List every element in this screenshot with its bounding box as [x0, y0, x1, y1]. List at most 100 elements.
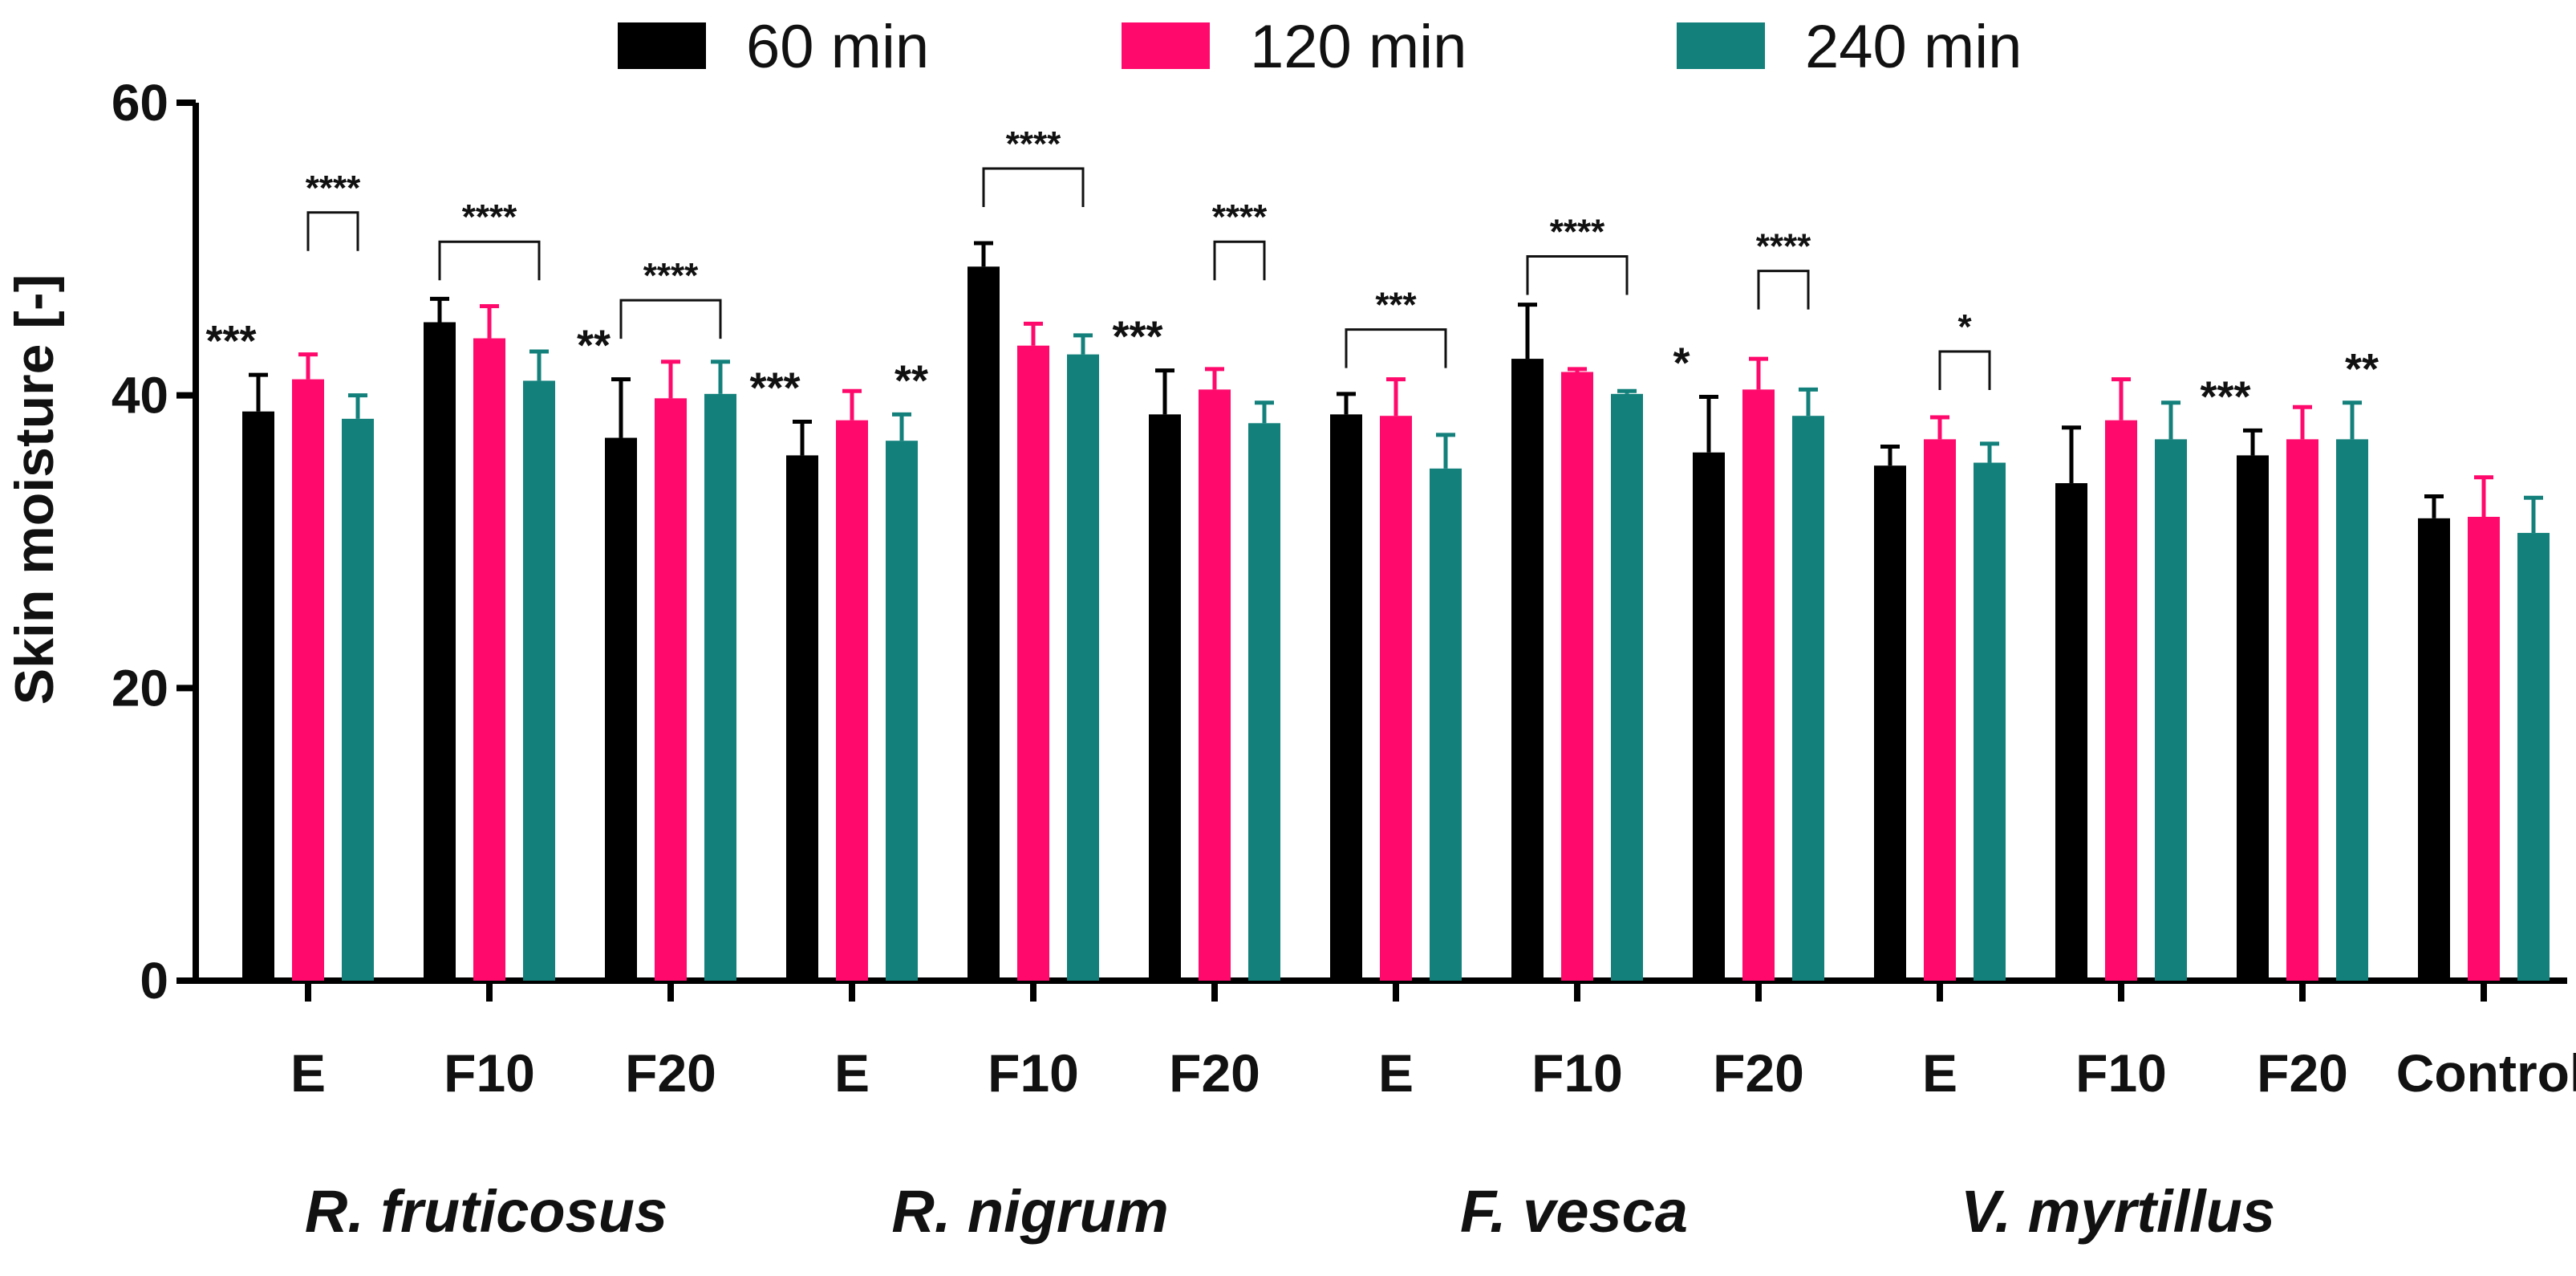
bar — [886, 441, 918, 981]
bar — [1149, 414, 1181, 981]
significance-bracket — [1757, 270, 1810, 310]
significance-star: ** — [2345, 345, 2379, 393]
x-category-label: E — [1378, 1043, 1414, 1103]
bar — [523, 380, 555, 981]
bar — [2055, 483, 2087, 981]
significance-star: *** — [205, 317, 256, 365]
group-label: R. fruticosus — [305, 1178, 667, 1245]
x-category-label: Control — [2396, 1043, 2576, 1103]
x-category-label: E — [290, 1043, 326, 1103]
bar — [2286, 439, 2318, 981]
bar — [605, 437, 637, 981]
y-tick-label: 0 — [140, 952, 168, 1010]
bracket-label: **** — [1550, 212, 1605, 251]
bar — [1742, 389, 1775, 981]
significance-bracket — [1345, 328, 1447, 368]
bar — [242, 411, 274, 981]
bar — [2418, 518, 2450, 981]
bar — [1974, 462, 2006, 981]
legend-label: 120 min — [1250, 13, 1466, 81]
legend-label: 240 min — [1805, 13, 2022, 81]
error-bars — [249, 241, 2543, 534]
group-label: V. myrtillus — [1961, 1178, 2275, 1245]
bar — [2237, 455, 2269, 981]
bar — [2468, 517, 2500, 981]
bracket-label: * — [1957, 307, 1972, 347]
bar — [1330, 414, 1362, 981]
bar — [1874, 465, 1906, 981]
bar — [1924, 439, 1956, 981]
x-category-label: F20 — [1169, 1043, 1260, 1103]
x-category-label: E — [1922, 1043, 1957, 1103]
significance-bracket — [1938, 350, 1991, 390]
significance-bracket — [438, 240, 541, 281]
bracket-label: **** — [462, 197, 517, 237]
significance-marks: *** ***** ********************************… — [205, 124, 2379, 421]
y-axis-label: Skin moisture [-] — [4, 274, 65, 705]
bar — [2105, 420, 2137, 981]
x-category-label: F20 — [625, 1043, 716, 1103]
bar — [1017, 345, 1049, 981]
bracket-label: **** — [1006, 124, 1061, 164]
group-labels: R. fruticosus R. nigrum F. vesca V. myrtill… — [305, 1178, 2275, 1245]
chart-legend: 60 min 120 min 240 min — [618, 13, 2022, 81]
x-category-label: F10 — [2075, 1043, 2167, 1103]
significance-star: *** — [2200, 372, 2250, 421]
bracket-label: **** — [643, 256, 699, 295]
significance-bracket — [1213, 240, 1266, 281]
significance-bracket — [982, 167, 1085, 208]
bracket-label: **** — [306, 169, 361, 208]
bracket-label: **** — [1212, 197, 1268, 237]
bar — [1792, 416, 1824, 981]
significance-star: *** — [749, 364, 800, 412]
bar — [1561, 372, 1593, 981]
x-category-label: F10 — [444, 1043, 535, 1103]
bar — [1430, 468, 1462, 981]
bar — [1611, 393, 1643, 981]
significance-star: ** — [577, 322, 611, 370]
bar — [424, 322, 456, 981]
category-labels: E F10 F20 E F10 F20 E F10 F20 E F10 F20 Control — [290, 1043, 2576, 1103]
bar — [2517, 533, 2550, 981]
legend-swatch — [618, 22, 706, 69]
bar — [704, 393, 736, 981]
significance-star: *** — [1112, 313, 1162, 361]
bar-marks — [242, 266, 2550, 981]
bar — [968, 266, 1000, 981]
bar — [1380, 416, 1412, 981]
bar — [1248, 423, 1280, 981]
bar — [1693, 452, 1725, 981]
bar — [292, 379, 324, 981]
y-tick-label: 20 — [112, 659, 168, 717]
x-category-label: F10 — [988, 1043, 1079, 1103]
bar — [473, 338, 505, 981]
significance-bracket — [619, 299, 722, 339]
bar — [1199, 389, 1231, 981]
bar — [1511, 359, 1544, 981]
bar — [2155, 439, 2187, 981]
bar — [342, 418, 374, 981]
y-tick-label: 60 — [112, 74, 168, 132]
bar — [836, 420, 868, 981]
significance-star: ** — [895, 356, 928, 404]
x-category-label: F20 — [2257, 1043, 2348, 1103]
legend-label: 60 min — [746, 13, 929, 81]
legend-swatch — [1677, 22, 1765, 69]
group-label: R. nigrum — [891, 1178, 1168, 1245]
x-category-label: E — [834, 1043, 870, 1103]
significance-bracket — [1526, 254, 1629, 295]
bar — [655, 398, 687, 981]
group-label: F. vesca — [1460, 1178, 1688, 1245]
bar — [1067, 354, 1099, 981]
bracket-label: *** — [1375, 286, 1417, 325]
bar — [786, 455, 818, 981]
y-tick-label: 40 — [112, 367, 168, 425]
bracket-label: **** — [1756, 227, 1811, 266]
significance-star: * — [1673, 339, 1690, 387]
bar — [2336, 439, 2368, 981]
x-category-label: F20 — [1713, 1043, 1804, 1103]
legend-swatch — [1122, 22, 1210, 69]
significance-bracket — [306, 211, 359, 251]
x-category-label: F10 — [1531, 1043, 1623, 1103]
